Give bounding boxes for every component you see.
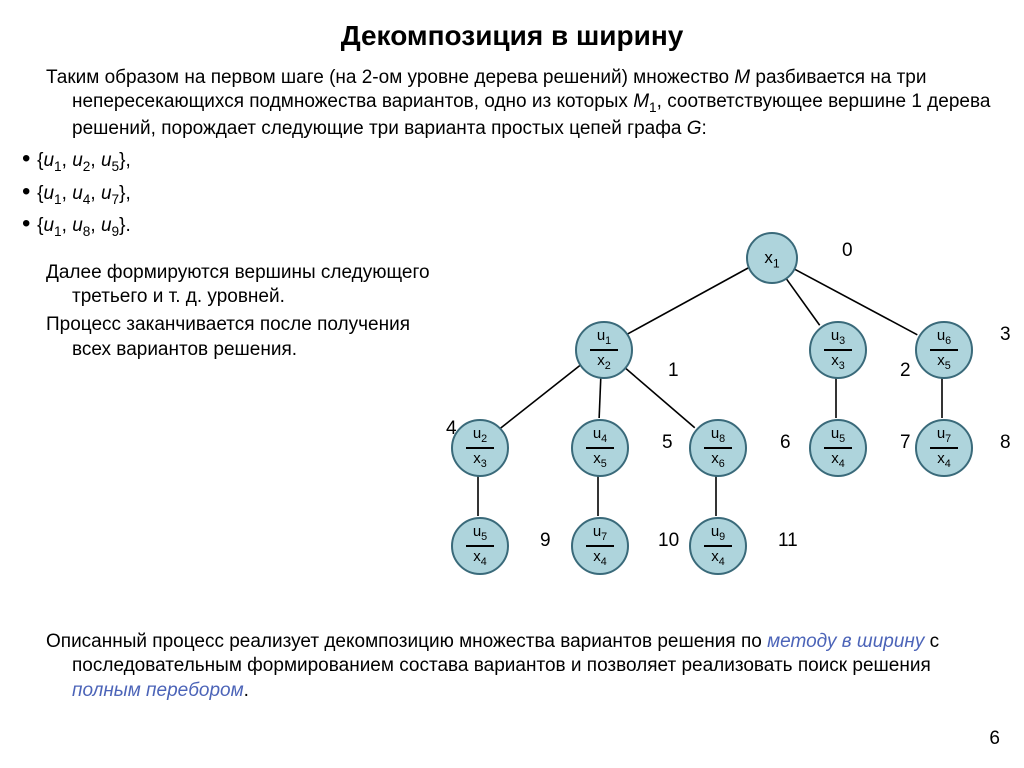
- slide-number: 6: [989, 728, 1000, 750]
- tree-node-label-n2: 2: [900, 360, 911, 382]
- tree-node-n11: u9x4: [689, 517, 747, 575]
- tree-node-n9: u5x4: [451, 517, 509, 575]
- tree-node-n4: u2x3: [451, 419, 509, 477]
- sub: 1: [649, 100, 657, 115]
- tree-node-label-n11: 11: [778, 530, 798, 552]
- tree-node-label-n1: 1: [668, 360, 679, 382]
- tree-node-n7: u5x4: [809, 419, 867, 477]
- tree-node-label-n5: 5: [662, 432, 673, 454]
- text: :: [702, 118, 707, 139]
- tree-node-label-n6: 6: [780, 432, 791, 454]
- paragraph-2: Далее формируются вершины следующего тре…: [26, 259, 452, 312]
- paragraph-2b: Процесс заканчивается после получения вс…: [26, 311, 452, 364]
- tree-node-label-n7: 7: [900, 432, 911, 454]
- tree-node-label-n8: 8: [1000, 432, 1011, 454]
- bullet-1: {u1, u2, u5},: [0, 143, 1024, 176]
- text-emphasis: методу в ширину: [767, 631, 924, 652]
- tree-node-n1: u1x2: [575, 321, 633, 379]
- tree-node-label-n10: 10: [658, 530, 679, 552]
- tree-node-label-n9: 9: [540, 530, 551, 552]
- paragraph-3: Описанный процесс реализует декомпозицию…: [26, 622, 1024, 705]
- tree-node-n2: u3x3: [809, 321, 867, 379]
- text-italic: M: [633, 91, 649, 112]
- text: Таким образом на первом шаге (на 2-ом ур…: [46, 67, 734, 88]
- tree-node-n5: u4x5: [571, 419, 629, 477]
- tree-node-n8: u7x4: [915, 419, 973, 477]
- tree-node-label-n3: 3: [1000, 324, 1011, 346]
- tree-node-n3: u6x5: [915, 321, 973, 379]
- page-title: Декомпозиция в ширину: [0, 0, 1024, 62]
- paragraph-1: Таким образом на первом шаге (на 2-ом ур…: [26, 62, 1024, 143]
- tree-node-n10: u7x4: [571, 517, 629, 575]
- tree-node-n6: u8x6: [689, 419, 747, 477]
- text: Описанный процесс реализует декомпозицию…: [46, 631, 767, 652]
- bullet-3: {u1, u8, u9}.: [0, 208, 1024, 241]
- text-italic: M: [734, 67, 750, 88]
- text-italic: G: [687, 118, 702, 139]
- text: .: [244, 680, 249, 701]
- text-emphasis: полным перебором: [72, 680, 244, 701]
- bullet-2: {u1, u4, u7},: [0, 176, 1024, 209]
- tree-node-label-n4: 4: [446, 418, 457, 440]
